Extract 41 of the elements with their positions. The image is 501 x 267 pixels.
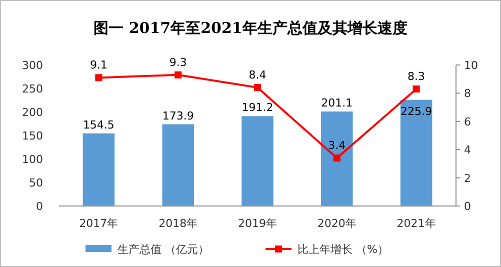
data-label: 9.3 [169, 56, 187, 69]
y-tick-label: 250 [22, 82, 43, 96]
data-label: 225.9 [400, 104, 432, 118]
bar [321, 111, 353, 206]
data-label: 191.2 [242, 101, 274, 114]
point [95, 74, 102, 82]
point [254, 84, 262, 92]
data-label: 8.4 [248, 68, 266, 82]
x-tick-label: 2018年 [158, 217, 198, 230]
x-tick-label: 2020年 [317, 217, 356, 230]
y-tick-label: 150 [22, 130, 43, 142]
y-tick-label: 0 [36, 200, 43, 213]
point [174, 71, 182, 78]
data-label: 154.5 [82, 118, 114, 132]
y2-tick-label: 4 [464, 144, 471, 157]
data-label: 201.1 [321, 96, 353, 110]
data-label: 8.3 [408, 70, 426, 83]
bar [82, 133, 115, 206]
bar [162, 124, 194, 206]
data-label: 9.1 [90, 58, 108, 72]
legend-label: 比上年增长 （%） [298, 243, 388, 256]
x-tick-label: 2021年 [396, 217, 436, 230]
point [412, 85, 420, 93]
legend-label: 生产总值 （亿元） [118, 243, 209, 256]
point [333, 154, 340, 162]
chart-title: 图一 2017年至2021年生产总值及其增长速度 [94, 19, 408, 37]
y2-tick-label: 8 [464, 87, 471, 100]
bar [242, 116, 274, 206]
y-tick-label: 100 [22, 153, 43, 166]
x-tick-label: 2019年 [238, 217, 277, 230]
x-tick-label: 2017年 [79, 217, 118, 230]
data-label: 3.4 [328, 139, 346, 152]
y-tick-label: 50 [29, 176, 43, 190]
y2-tick-label: 6 [464, 115, 471, 128]
y-tick-label: 300 [22, 59, 43, 72]
y2-tick-label: 2 [464, 172, 471, 185]
y-tick-label: 200 [22, 106, 43, 119]
y2-tick-label: 10 [464, 59, 478, 72]
bar [400, 100, 432, 206]
data-label: 173.9 [162, 109, 194, 122]
y2-tick-label: 0 [464, 200, 471, 213]
